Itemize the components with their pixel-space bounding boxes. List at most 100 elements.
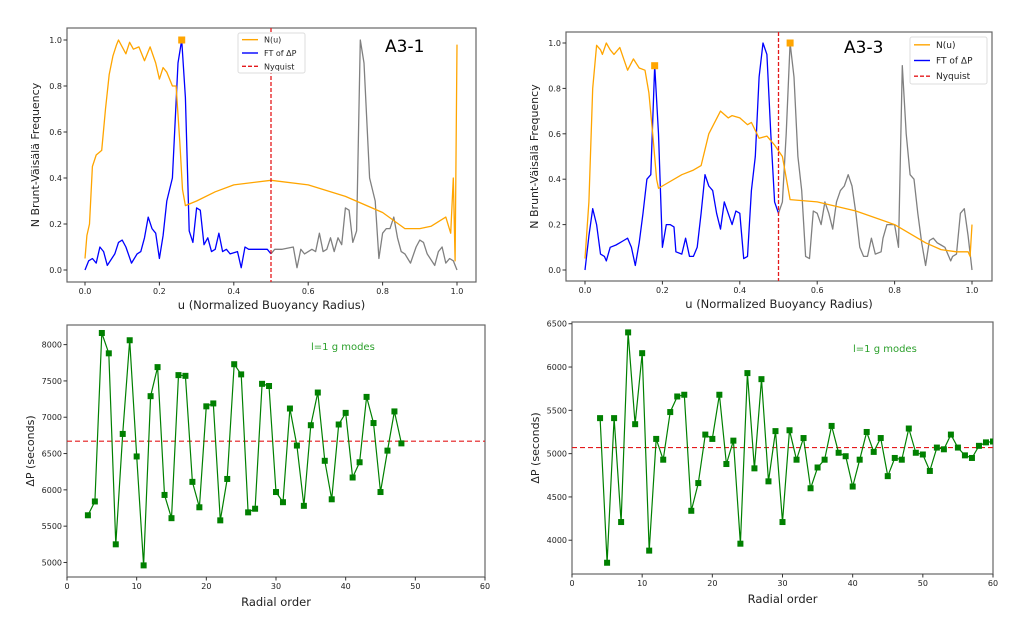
y-tick-label: 4500 bbox=[547, 493, 567, 502]
period-spacing-line bbox=[87, 332, 402, 566]
x-tick-label: 50 bbox=[410, 582, 420, 591]
data-point bbox=[968, 454, 975, 461]
data-point bbox=[667, 409, 674, 416]
data-point bbox=[961, 452, 968, 459]
y-tick-label: 6500 bbox=[42, 450, 62, 459]
panel-label: A3-3 bbox=[844, 38, 883, 58]
y-tick-label: 6500 bbox=[547, 320, 567, 329]
data-point bbox=[196, 504, 203, 511]
data-point bbox=[84, 512, 91, 519]
data-point bbox=[98, 329, 105, 336]
data-point bbox=[884, 473, 891, 480]
data-point bbox=[363, 393, 370, 400]
x-tick-label: 0.0 bbox=[579, 286, 592, 295]
data-point bbox=[252, 505, 259, 512]
data-point bbox=[877, 435, 884, 442]
data-point bbox=[758, 376, 765, 383]
x-tick-label: 20 bbox=[201, 582, 211, 591]
data-point bbox=[377, 489, 384, 496]
y-tick-label: 8000 bbox=[42, 341, 62, 350]
data-point bbox=[112, 541, 119, 548]
x-tick-label: 0.6 bbox=[302, 287, 315, 296]
y-tick-label: 5500 bbox=[547, 406, 567, 415]
data-point bbox=[905, 425, 912, 432]
data-point bbox=[842, 453, 849, 460]
data-point bbox=[807, 485, 814, 492]
x-tick-label: 1.0 bbox=[451, 287, 464, 296]
y-tick-label: 6000 bbox=[547, 363, 567, 372]
data-point bbox=[398, 440, 405, 447]
x-tick-label: 1.0 bbox=[966, 286, 979, 295]
legend-entry: N(u) bbox=[264, 36, 281, 45]
data-point bbox=[891, 454, 898, 461]
data-point bbox=[688, 507, 695, 514]
x-tick-label: 20 bbox=[707, 579, 717, 588]
panel-label: A3-1 bbox=[385, 37, 424, 57]
data-point bbox=[126, 337, 133, 344]
data-point bbox=[391, 408, 398, 415]
data-point bbox=[273, 489, 279, 496]
y-tick-label: 0.4 bbox=[49, 174, 62, 183]
data-point bbox=[140, 562, 147, 569]
legend: N(u) FT of ΔP Nyquist bbox=[237, 32, 306, 74]
y-tick-label: 5500 bbox=[42, 522, 62, 531]
data-point bbox=[954, 444, 961, 451]
y-tick-label: 5000 bbox=[42, 558, 62, 567]
data-point bbox=[182, 372, 189, 379]
data-point bbox=[856, 456, 863, 463]
ft-mirror-curve bbox=[270, 39, 458, 271]
data-point bbox=[154, 364, 161, 371]
data-point bbox=[203, 403, 210, 410]
ft-curve bbox=[84, 39, 272, 271]
annotation: l=1 g modes bbox=[853, 344, 917, 355]
data-point bbox=[737, 540, 744, 547]
ft-mirror-curve bbox=[777, 42, 973, 271]
x-tick-label: 0 bbox=[64, 582, 69, 591]
data-point bbox=[147, 393, 154, 400]
y-tick-label: 7500 bbox=[42, 377, 62, 386]
x-tick-label: 0.4 bbox=[227, 287, 240, 296]
y-tick-label: 0.6 bbox=[49, 128, 62, 137]
data-point bbox=[898, 456, 905, 463]
data-point bbox=[744, 370, 751, 377]
data-point bbox=[384, 447, 391, 454]
data-point bbox=[231, 361, 238, 368]
legend-entry: Nyquist bbox=[264, 62, 294, 71]
data-point bbox=[919, 451, 926, 458]
y-tick-label: 1.0 bbox=[548, 39, 561, 48]
n-curve bbox=[584, 42, 973, 259]
data-point bbox=[646, 547, 653, 554]
data-point bbox=[702, 431, 709, 438]
y-axis-label: N Brunt-Väisälä Frequency bbox=[29, 82, 42, 227]
data-point bbox=[266, 383, 273, 390]
data-point bbox=[716, 391, 723, 398]
x-axis-label: u (Normalized Buoyancy Radius) bbox=[178, 298, 366, 312]
data-point bbox=[800, 435, 807, 442]
data-point bbox=[597, 415, 604, 422]
data-point bbox=[307, 422, 314, 429]
subplot-2: 0.0 0.2 0.4 0.6 0.8 1.0 0.0 0.2 0.4 0.6 0.8 1.0 u (N… bbox=[528, 31, 993, 311]
x-tick-label: 60 bbox=[480, 582, 490, 591]
data-point bbox=[828, 422, 835, 429]
data-point bbox=[625, 329, 632, 336]
x-tick-label: 0.8 bbox=[888, 286, 901, 295]
data-point bbox=[259, 380, 266, 387]
data-point bbox=[674, 393, 681, 400]
x-axis-label: Radial order bbox=[241, 595, 311, 609]
data-point bbox=[990, 438, 993, 445]
data-point bbox=[618, 519, 625, 526]
legend-entry: Nyquist bbox=[936, 72, 971, 82]
data-point bbox=[982, 439, 989, 446]
data-point bbox=[286, 405, 293, 412]
x-tick-label: 0.8 bbox=[376, 287, 389, 296]
data-point bbox=[681, 391, 688, 398]
data-point bbox=[91, 498, 98, 505]
data-point bbox=[975, 442, 982, 449]
subplot-1: 0.0 0.2 0.4 0.6 0.8 1.0 0.0 0.2 0.4 0.6 0.8 1.0 u (N… bbox=[29, 27, 477, 312]
data-point bbox=[947, 431, 954, 438]
legend-entry: N(u) bbox=[936, 41, 955, 51]
y-tick-label: 0.8 bbox=[49, 82, 62, 91]
ft-curve bbox=[584, 42, 780, 271]
x-tick-label: 10 bbox=[637, 579, 647, 588]
data-point bbox=[238, 371, 245, 378]
